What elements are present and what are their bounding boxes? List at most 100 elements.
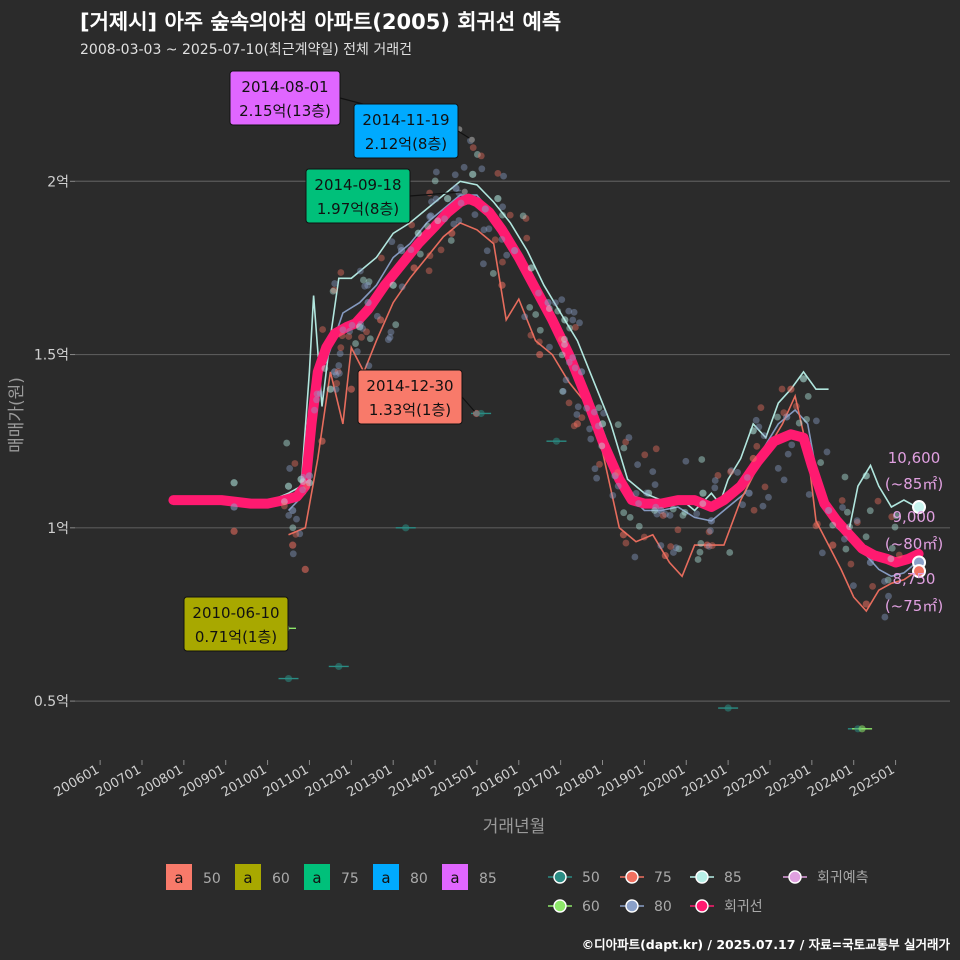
data-point-75 bbox=[708, 542, 716, 549]
data-point-75 bbox=[289, 541, 297, 549]
prediction-price-label: 9,000 bbox=[893, 508, 936, 526]
x-tick-label: 202201 bbox=[721, 762, 771, 800]
data-point-85 bbox=[329, 287, 337, 295]
data-point-85 bbox=[321, 365, 329, 372]
data-point-80 bbox=[432, 195, 440, 203]
data-point-85 bbox=[474, 151, 481, 158]
data-point-80 bbox=[651, 481, 659, 489]
data-point-75 bbox=[705, 528, 713, 536]
data-point-85 bbox=[774, 413, 781, 421]
data-point-85 bbox=[620, 444, 628, 452]
data-point-85 bbox=[887, 555, 895, 563]
data-point-75 bbox=[640, 533, 648, 541]
x-tick-label: 201201 bbox=[303, 762, 353, 800]
series-line-85 bbox=[271, 180, 829, 512]
legend-swatch-50 bbox=[166, 864, 192, 890]
data-point-85 bbox=[281, 498, 288, 505]
annotation-point bbox=[461, 188, 468, 195]
data-point-85 bbox=[561, 341, 568, 348]
data-point-80 bbox=[759, 502, 767, 510]
data-point-85 bbox=[389, 281, 397, 289]
x-tick-label: 202101 bbox=[680, 762, 730, 800]
data-point-80 bbox=[593, 474, 601, 482]
data-point-85 bbox=[326, 385, 334, 393]
data-point-80 bbox=[705, 543, 713, 550]
data-point-80 bbox=[460, 163, 468, 171]
data-point-80 bbox=[398, 283, 406, 291]
data-point-75 bbox=[318, 437, 326, 445]
data-point-75 bbox=[749, 454, 757, 463]
data-point-80 bbox=[510, 246, 519, 255]
data-point-85 bbox=[862, 472, 870, 480]
data-point-85 bbox=[366, 335, 374, 343]
x-tick-label: 201801 bbox=[554, 762, 604, 800]
data-point-75 bbox=[622, 539, 630, 547]
data-point-75 bbox=[812, 522, 820, 530]
data-point-80 bbox=[657, 542, 665, 549]
annotation-date: 2014-11-19 bbox=[362, 111, 449, 129]
grid-lines bbox=[75, 180, 950, 702]
data-point-80 bbox=[752, 416, 760, 424]
annotation-value: 0.71억(1층) bbox=[195, 628, 277, 646]
data-point-75 bbox=[506, 211, 514, 219]
prediction-price-label: 10,600 bbox=[888, 449, 941, 467]
data-point-75 bbox=[363, 328, 370, 336]
data-point-80 bbox=[652, 503, 660, 511]
legend-marker-60 bbox=[553, 899, 567, 913]
data-point-75 bbox=[792, 402, 800, 410]
data-point-80 bbox=[711, 484, 719, 492]
annotation-box bbox=[229, 70, 341, 126]
prediction-marker bbox=[912, 500, 927, 515]
y-axis-label: 매매가(원) bbox=[7, 377, 27, 453]
x-tick-label: 201901 bbox=[596, 762, 646, 800]
data-point-80 bbox=[885, 592, 892, 600]
data-point-75 bbox=[498, 281, 506, 289]
data-point-75 bbox=[778, 385, 786, 393]
data-point-75 bbox=[426, 252, 434, 260]
data-point-80 bbox=[632, 489, 640, 497]
data-point-85 bbox=[356, 323, 364, 331]
data-point-80 bbox=[499, 203, 507, 211]
data-point-80 bbox=[812, 417, 820, 425]
data-point-85 bbox=[299, 478, 307, 486]
data-point-80 bbox=[441, 215, 449, 223]
data-point-85 bbox=[526, 303, 534, 311]
data-point-75 bbox=[622, 438, 630, 446]
data-point-85 bbox=[494, 195, 502, 203]
data-point-80 bbox=[734, 469, 741, 476]
series-line-85 bbox=[848, 463, 917, 528]
data-point-85 bbox=[866, 507, 874, 515]
data-point-75 bbox=[780, 409, 788, 417]
data-point-85 bbox=[284, 482, 293, 490]
x-axis-label: 거래년월 bbox=[483, 817, 546, 837]
legend-swatch-85 bbox=[442, 864, 468, 890]
data-point-85 bbox=[414, 229, 422, 237]
data-point-75 bbox=[494, 169, 502, 177]
data-point-85 bbox=[884, 576, 892, 584]
data-point-85 bbox=[817, 459, 825, 466]
data-point-75 bbox=[523, 234, 531, 242]
data-point-80 bbox=[755, 423, 763, 431]
annotations: 2014-08-01 2.15억(13층) 2014-11-19 2.12억(8층) 2… bbox=[183, 70, 480, 652]
data-point-80 bbox=[594, 422, 602, 430]
legend-label: 50 bbox=[203, 871, 221, 887]
prediction-area-label: (~80㎡) bbox=[885, 535, 943, 553]
data-point-80 bbox=[565, 358, 573, 366]
data-point-80 bbox=[569, 354, 577, 361]
data-point-75 bbox=[301, 565, 309, 574]
annotation-date: 2014-09-18 bbox=[314, 176, 401, 194]
y-tick-label: 1.5억 bbox=[34, 348, 69, 364]
data-point-75 bbox=[667, 543, 674, 550]
data-point-80 bbox=[662, 510, 669, 518]
data-point-75 bbox=[874, 497, 882, 505]
data-point-80 bbox=[481, 205, 489, 213]
data-point-80 bbox=[824, 506, 833, 515]
data-point-75 bbox=[333, 380, 341, 387]
data-point-75 bbox=[303, 482, 310, 490]
data-point-80 bbox=[841, 535, 848, 543]
data-point-85 bbox=[803, 415, 810, 423]
data-point-85 bbox=[561, 316, 569, 324]
prediction-marker bbox=[912, 564, 927, 579]
data-point-75 bbox=[757, 404, 765, 412]
data-point-80 bbox=[480, 226, 488, 234]
